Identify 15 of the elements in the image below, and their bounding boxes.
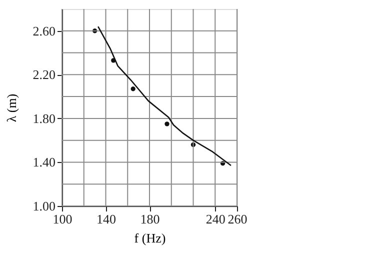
y-tick-label: 2.20 — [32, 67, 56, 82]
x-tick-label: 180 — [140, 212, 160, 226]
x-axis-title: f (Hz) — [134, 230, 166, 246]
point — [164, 122, 170, 126]
x-tick-label: 240 — [206, 212, 226, 226]
x-tick-label: 100 — [52, 212, 72, 226]
y-axis-title: λ (m) — [4, 94, 19, 122]
y-tick-label: 1.80 — [32, 110, 56, 126]
y-tick-label: 1.00 — [32, 198, 56, 214]
y-tick-label: 2.60 — [32, 23, 56, 38]
x-tick-label: 260 — [228, 212, 248, 226]
y-tick-label: 1.40 — [32, 154, 56, 170]
line-series — [97, 26, 232, 166]
point — [130, 86, 136, 92]
x-tick-label: 140 — [96, 212, 116, 226]
